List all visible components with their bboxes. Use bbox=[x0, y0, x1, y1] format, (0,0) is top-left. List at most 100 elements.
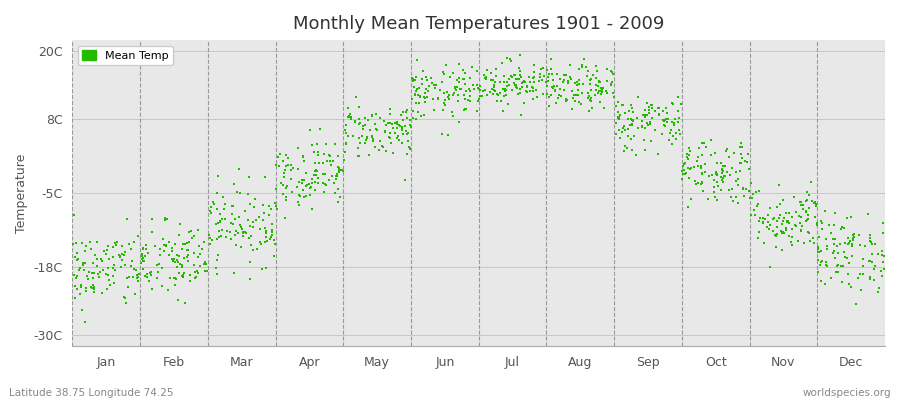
Point bbox=[108, 241, 122, 248]
Point bbox=[510, 84, 525, 91]
Point bbox=[328, 176, 343, 182]
Point bbox=[258, 234, 273, 240]
Point bbox=[490, 98, 504, 104]
Point bbox=[400, 138, 415, 144]
Point bbox=[574, 101, 589, 108]
Point bbox=[471, 98, 485, 104]
Point bbox=[357, 140, 372, 146]
Point bbox=[752, 218, 766, 224]
Point bbox=[625, 117, 639, 123]
Point bbox=[756, 215, 770, 222]
Point bbox=[456, 92, 471, 98]
Point bbox=[662, 136, 676, 143]
Point bbox=[409, 74, 423, 80]
Point bbox=[815, 220, 830, 226]
Point bbox=[343, 111, 357, 118]
Point bbox=[625, 122, 639, 128]
Point bbox=[775, 247, 789, 253]
Point bbox=[591, 78, 606, 85]
Point bbox=[148, 242, 162, 249]
Point bbox=[69, 286, 84, 292]
Point bbox=[876, 252, 890, 258]
Point bbox=[175, 273, 189, 280]
Point bbox=[198, 268, 212, 274]
Point bbox=[847, 231, 861, 238]
Point bbox=[716, 173, 731, 179]
Point bbox=[169, 256, 184, 263]
Point bbox=[206, 199, 220, 206]
Point bbox=[165, 256, 179, 262]
Point bbox=[390, 118, 404, 125]
Point bbox=[656, 122, 670, 128]
Point bbox=[734, 151, 749, 157]
Point bbox=[600, 78, 615, 84]
Point bbox=[590, 87, 604, 93]
Point bbox=[722, 154, 736, 160]
Point bbox=[305, 180, 320, 186]
Point bbox=[271, 154, 285, 161]
Point bbox=[459, 106, 473, 112]
Point bbox=[368, 144, 382, 150]
Point bbox=[663, 130, 678, 136]
Point bbox=[427, 82, 441, 88]
Point bbox=[284, 176, 298, 183]
Point bbox=[144, 268, 158, 275]
Point bbox=[768, 232, 782, 238]
Point bbox=[439, 61, 454, 68]
Point bbox=[99, 251, 113, 258]
Point bbox=[876, 230, 890, 236]
Point bbox=[734, 160, 748, 166]
Point bbox=[875, 272, 889, 279]
Point bbox=[192, 243, 206, 250]
Point bbox=[652, 105, 667, 111]
Point bbox=[376, 118, 391, 124]
Point bbox=[210, 206, 224, 212]
Point bbox=[585, 105, 599, 112]
Point bbox=[104, 282, 118, 288]
Point bbox=[826, 222, 841, 228]
Point bbox=[594, 91, 608, 97]
Point bbox=[171, 297, 185, 303]
Point bbox=[781, 218, 796, 224]
Point bbox=[811, 246, 825, 252]
Point bbox=[472, 86, 486, 92]
Point bbox=[692, 145, 706, 152]
Point bbox=[557, 77, 572, 84]
Point bbox=[688, 181, 703, 188]
Point bbox=[382, 135, 397, 141]
Point bbox=[248, 195, 262, 202]
Point bbox=[77, 260, 92, 266]
Point bbox=[652, 112, 666, 119]
Point bbox=[597, 105, 611, 112]
Point bbox=[678, 160, 692, 166]
Point bbox=[735, 155, 750, 162]
Point bbox=[845, 232, 859, 238]
Point bbox=[795, 223, 809, 229]
Point bbox=[137, 258, 151, 265]
Point bbox=[569, 92, 583, 98]
Point bbox=[492, 78, 507, 85]
Point bbox=[183, 278, 197, 284]
Point bbox=[264, 234, 278, 240]
Point bbox=[736, 193, 751, 200]
Point bbox=[396, 131, 410, 137]
Point bbox=[766, 228, 780, 234]
Point bbox=[527, 74, 542, 80]
Point bbox=[708, 194, 723, 200]
Point bbox=[318, 150, 332, 157]
Point bbox=[668, 116, 682, 122]
Point bbox=[544, 66, 558, 72]
Point bbox=[525, 84, 539, 90]
Point bbox=[707, 150, 722, 156]
Point bbox=[714, 160, 728, 166]
Point bbox=[240, 217, 255, 224]
Point bbox=[461, 97, 475, 104]
Point bbox=[152, 252, 166, 258]
Point bbox=[311, 152, 326, 159]
Point bbox=[302, 184, 317, 191]
Point bbox=[491, 92, 505, 98]
Point bbox=[801, 216, 815, 222]
Point bbox=[66, 241, 80, 247]
Point bbox=[845, 242, 859, 249]
Point bbox=[802, 229, 816, 236]
